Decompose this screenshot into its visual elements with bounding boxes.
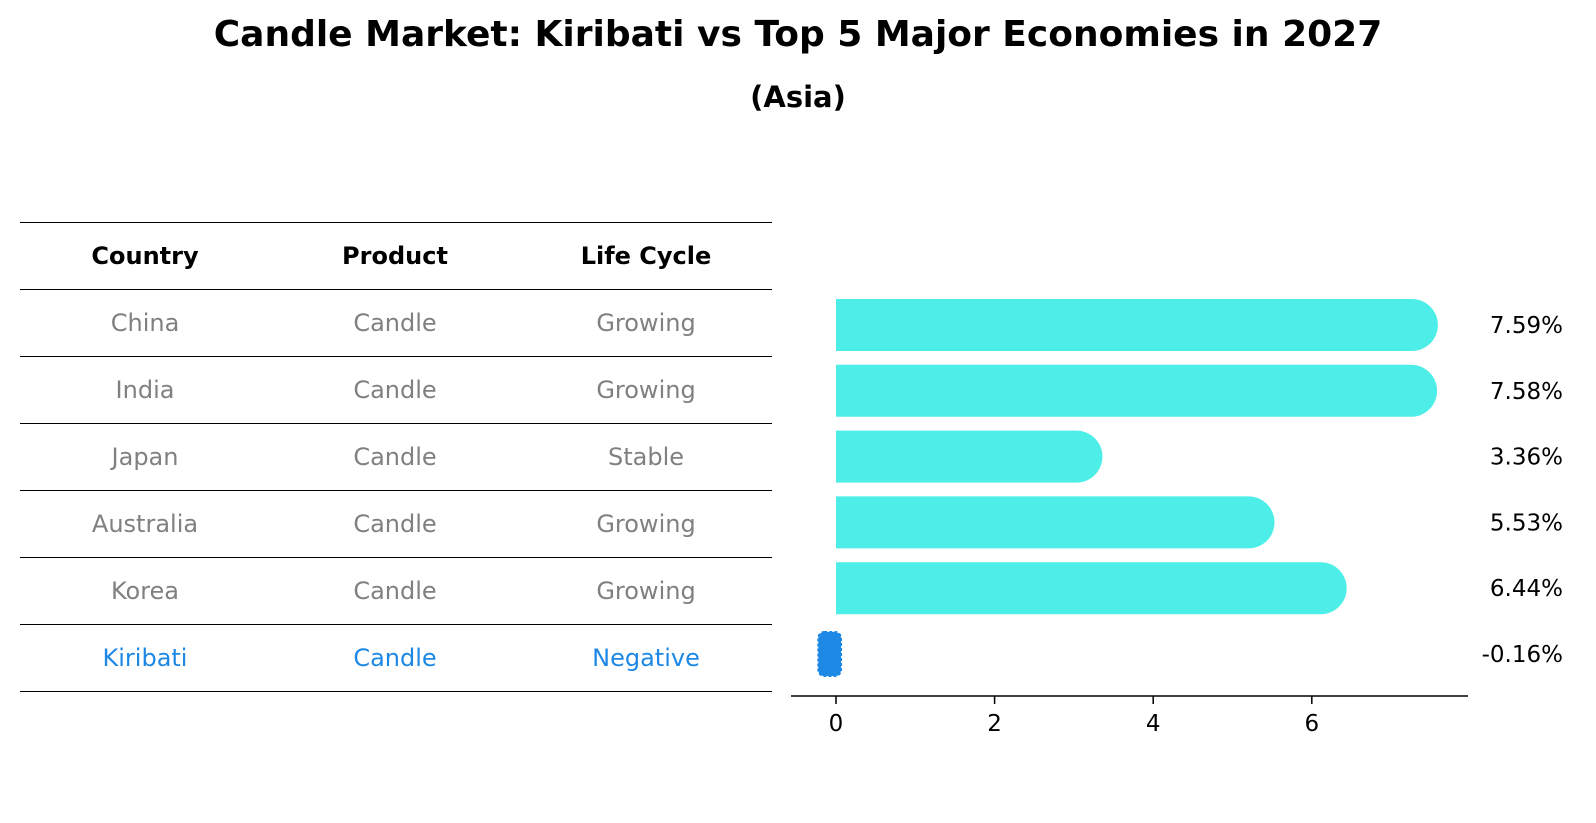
life-cycle-cell: Stable [607, 443, 685, 471]
chart-subtitle: (Asia) [750, 80, 846, 114]
country-cell: Korea [110, 577, 180, 605]
country-cell: Australia [91, 510, 199, 538]
table-header-row: Country Product Life Cycle [20, 222, 772, 289]
product-cell: Candle [353, 443, 437, 471]
life-cycle-cell: Growing [596, 376, 696, 404]
bar-china [836, 299, 1438, 351]
bar-korea [836, 562, 1347, 615]
header-life-cycle: Life Cycle [580, 242, 712, 270]
product-cell: Candle [353, 309, 437, 337]
product-cell: Candle [353, 644, 437, 672]
product-cell: Candle [353, 510, 437, 538]
bar-japan [836, 430, 1103, 483]
product-cell: Candle [353, 577, 437, 605]
bar-kiribati [817, 631, 843, 677]
value-label-china: 7.59% [1490, 313, 1563, 339]
header-country: Country [91, 242, 199, 270]
x-tick-label: 6 [1304, 711, 1319, 737]
life-cycle-cell: Growing [596, 577, 696, 605]
value-label-kiribati: -0.16% [1482, 642, 1563, 668]
country-cell: Kiribati [102, 644, 188, 672]
country-cell: India [115, 376, 175, 404]
table-row: Australia Candle Growing [20, 490, 772, 557]
chart-title: Candle Market: Kiribati vs Top 5 Major E… [213, 14, 1383, 55]
product-cell: Candle [353, 376, 437, 404]
table-row: Korea Candle Growing [20, 557, 772, 624]
bar-india [836, 364, 1438, 417]
country-cell: Japan [111, 443, 179, 471]
country-cell: China [110, 309, 180, 337]
data-table: Country Product Life Cycle China Candle … [20, 222, 772, 692]
life-cycle-cell: Negative [592, 644, 700, 672]
x-tick-label: 4 [1146, 711, 1161, 737]
life-cycle-cell: Growing [596, 309, 696, 337]
value-label-australia: 5.53% [1490, 510, 1563, 536]
table-row: Japan Candle Stable [20, 423, 772, 490]
table-row-highlighted: Kiribati Candle Negative [20, 624, 772, 692]
value-label-india: 7.58% [1490, 379, 1563, 405]
x-tick-label: 2 [987, 711, 1002, 737]
header-product: Product [342, 242, 448, 270]
life-cycle-cell: Growing [596, 510, 696, 538]
value-label-japan: 3.36% [1490, 445, 1563, 471]
value-label-korea: 6.44% [1490, 576, 1563, 602]
table-row: China Candle Growing [20, 289, 772, 356]
x-tick-label: 0 [829, 711, 844, 737]
table-row: India Candle Growing [20, 356, 772, 423]
bar-australia [836, 496, 1275, 549]
